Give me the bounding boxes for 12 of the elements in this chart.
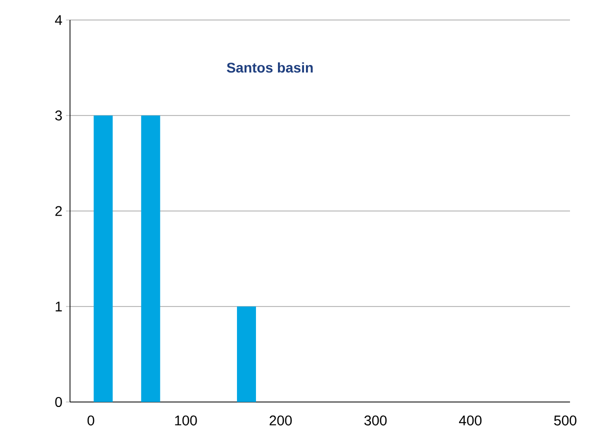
x-tick-label: 500 xyxy=(554,416,576,426)
y-tick-label: 4 xyxy=(55,15,62,25)
x-tick-label: 100 xyxy=(175,416,197,426)
y-tick-label: 3 xyxy=(55,110,62,120)
y-tick-label: 0 xyxy=(55,397,62,407)
y-tick-label: 1 xyxy=(56,302,62,312)
x-tick-label: 400 xyxy=(459,416,482,426)
text: Santos basin xyxy=(226,62,313,73)
x-tick-label: 300 xyxy=(364,416,387,426)
x-tick-label: 200 xyxy=(270,416,292,426)
x-tick-label: 0 xyxy=(88,416,94,426)
y-tick-label: 2 xyxy=(55,206,62,216)
